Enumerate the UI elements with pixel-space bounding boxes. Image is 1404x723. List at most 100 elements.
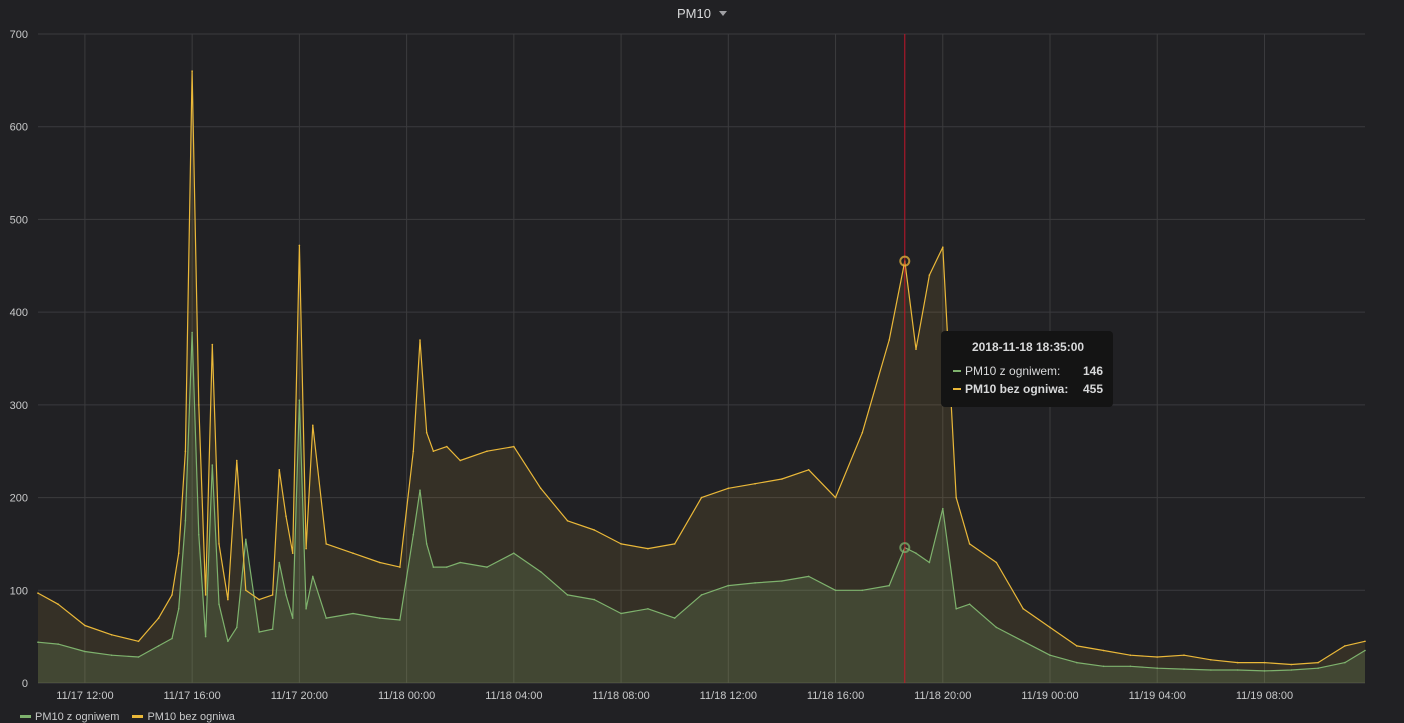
data-point <box>727 584 730 587</box>
data-point <box>1022 608 1024 610</box>
data-point <box>888 339 890 341</box>
data-point <box>1076 645 1078 647</box>
data-point <box>928 274 931 276</box>
data-point <box>204 594 207 596</box>
y-tick-label: 100 <box>10 585 28 597</box>
tooltip-row-z-ogniwem: PM10 z ogniwem: 146 <box>953 362 1103 380</box>
data-point <box>539 487 542 490</box>
x-tick-label: 11/18 00:00 <box>378 690 435 702</box>
x-axis-ticks: 11/17 12:00 11/17 16:00 11/17 20:00 11/18 0… <box>56 690 1293 702</box>
data-point <box>352 612 354 615</box>
tooltip-series-value: 455 <box>1082 382 1103 396</box>
data-point <box>1344 645 1346 647</box>
y-tick-label: 700 <box>10 29 28 41</box>
data-point <box>84 624 86 627</box>
data-point <box>245 538 247 541</box>
data-point <box>486 566 488 568</box>
data-point <box>1210 669 1212 671</box>
data-point <box>915 348 917 351</box>
data-point <box>928 561 931 564</box>
data-point <box>291 552 294 554</box>
tooltip-series-name: PM10 z ogniwem: <box>965 364 1061 378</box>
series-area-z-ogniwem <box>38 332 1365 683</box>
data-point <box>236 626 238 629</box>
data-point <box>432 450 435 453</box>
tooltip-series-name: PM10 bez ogniwa: <box>965 382 1069 396</box>
data-point <box>955 608 957 610</box>
data-point <box>1183 668 1185 670</box>
data-point <box>754 582 756 584</box>
hover-point-marker <box>899 542 911 554</box>
y-tick-label: 600 <box>10 122 28 134</box>
x-tick-label: 11/18 16:00 <box>807 690 864 702</box>
data-point <box>888 584 890 587</box>
data-point <box>754 482 756 485</box>
data-point <box>1076 661 1078 664</box>
data-point <box>955 496 957 499</box>
data-point <box>620 543 622 545</box>
legend-item-z-ogniwem[interactable]: PM10 z ogniwem <box>20 711 119 723</box>
hover-layer <box>899 34 911 683</box>
data-point <box>84 650 86 653</box>
data-point <box>211 464 214 466</box>
data-point <box>157 617 160 619</box>
data-point <box>915 552 917 554</box>
data-point <box>459 459 462 462</box>
y-axis-ticks: 0 100 200 300 400 500 600 700 <box>10 29 28 690</box>
data-point <box>412 450 415 453</box>
panel-title-text: PM10 <box>677 6 711 21</box>
data-point <box>37 592 39 594</box>
x-tick-label: 11/17 16:00 <box>163 690 220 702</box>
data-point <box>157 645 160 647</box>
data-point <box>399 619 401 621</box>
data-point <box>432 566 435 568</box>
data-point <box>513 552 515 554</box>
data-point <box>291 617 294 619</box>
data-point <box>298 244 301 247</box>
data-point <box>1210 659 1212 661</box>
data-point <box>412 533 415 536</box>
data-point <box>861 431 864 434</box>
data-point <box>1022 640 1024 643</box>
data-point <box>1263 670 1266 672</box>
data-point <box>446 566 448 568</box>
data-point <box>673 543 676 545</box>
panel-title[interactable]: PM10 <box>0 6 1404 21</box>
data-point <box>727 487 730 490</box>
data-point <box>781 478 783 480</box>
data-point <box>137 656 140 658</box>
x-tick-label: 11/19 00:00 <box>1021 690 1078 702</box>
data-point <box>57 603 59 605</box>
data-point <box>807 469 810 471</box>
data-point <box>486 450 488 453</box>
data-point <box>198 533 200 536</box>
data-point <box>325 617 328 619</box>
data-point <box>57 643 59 645</box>
data-point <box>137 640 140 643</box>
data-point <box>379 561 381 564</box>
data-point <box>271 628 274 630</box>
legend-item-bez-ogniwa[interactable]: PM10 bez ogniwa <box>132 711 235 723</box>
data-point <box>1129 665 1132 668</box>
data-point <box>1102 665 1105 668</box>
x-tick-label: 11/18 12:00 <box>700 690 757 702</box>
data-point <box>459 561 462 564</box>
chevron-down-icon[interactable] <box>718 11 727 16</box>
data-point <box>1344 661 1346 664</box>
x-tick-label: 11/17 20:00 <box>271 690 328 702</box>
data-point <box>419 339 421 341</box>
data-point <box>700 594 703 596</box>
series-line-bez-ogniwa <box>37 70 1366 666</box>
data-point <box>647 608 649 610</box>
data-point <box>245 589 247 592</box>
data-point <box>834 589 837 592</box>
tooltip-series-value: 146 <box>1082 364 1103 378</box>
tooltip-swatch-z-ogniwem <box>953 370 961 372</box>
data-point <box>191 331 193 334</box>
tooltip-swatch-bez-ogniwa <box>953 388 961 390</box>
data-point <box>211 343 214 346</box>
data-point <box>1290 669 1293 671</box>
data-point <box>184 520 187 522</box>
data-point <box>566 520 569 522</box>
